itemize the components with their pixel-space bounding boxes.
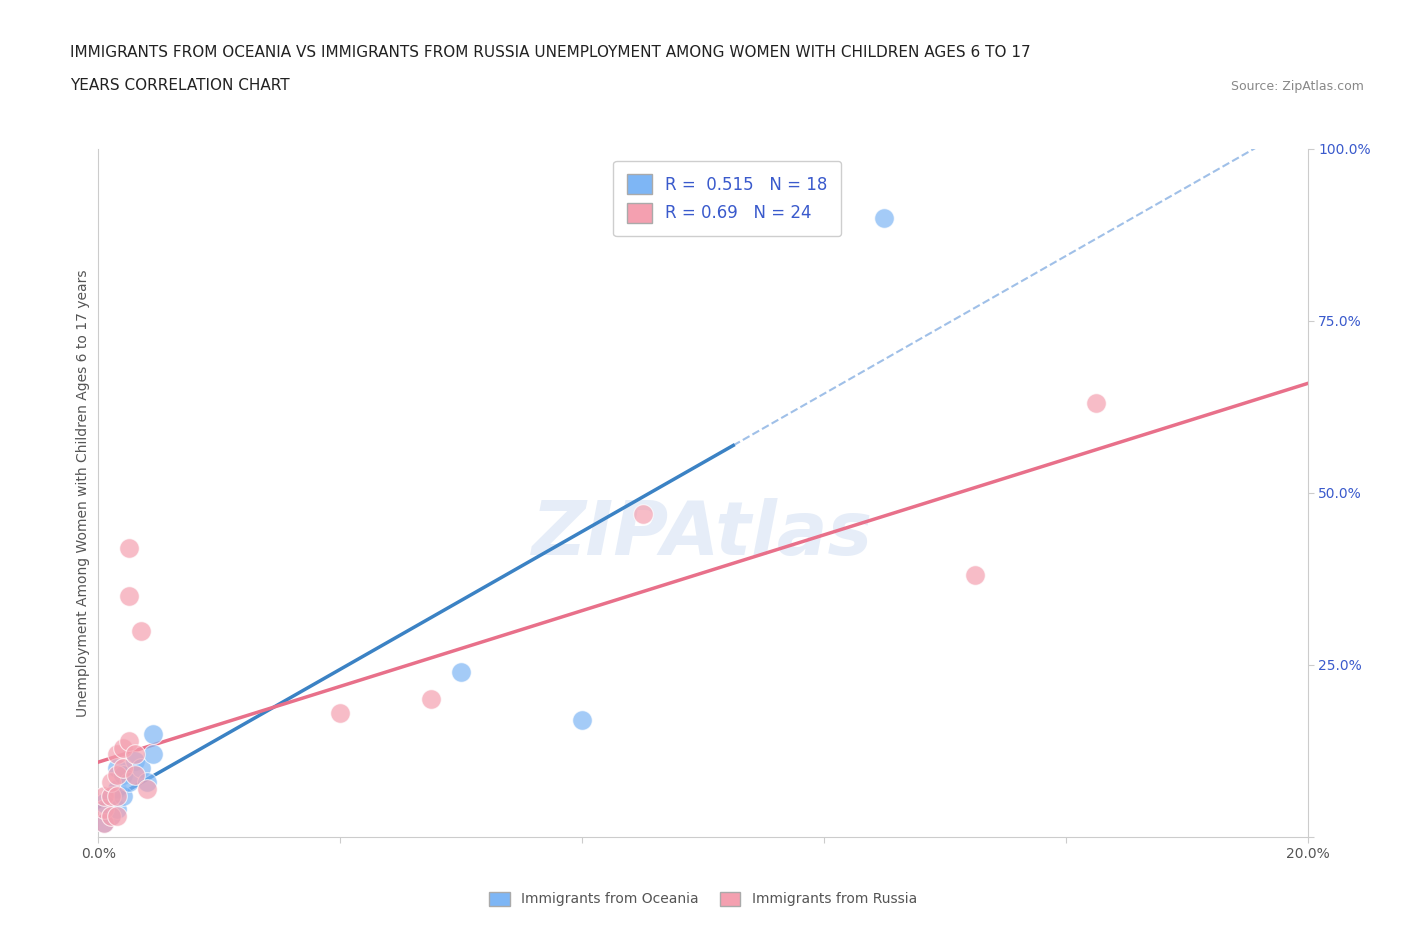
Point: [965, 568, 987, 583]
Point: [100, 789, 122, 804]
Point: [100, 775, 122, 790]
Point: [118, 775, 141, 790]
Text: YEARS CORRELATION CHART: YEARS CORRELATION CHART: [70, 78, 290, 93]
Legend: R =  0.515   N = 18, R = 0.69   N = 24: R = 0.515 N = 18, R = 0.69 N = 24: [613, 161, 841, 236]
Point: [111, 767, 134, 782]
Point: [118, 733, 141, 748]
Text: Source: ZipAtlas.com: Source: ZipAtlas.com: [1230, 80, 1364, 93]
Point: [105, 789, 128, 804]
Point: [124, 754, 146, 769]
Point: [111, 761, 134, 776]
Point: [129, 761, 152, 776]
Point: [100, 809, 122, 824]
Legend: Immigrants from Oceania, Immigrants from Russia: Immigrants from Oceania, Immigrants from…: [484, 886, 922, 912]
Point: [873, 210, 896, 225]
Point: [118, 589, 141, 604]
Point: [142, 747, 165, 762]
Point: [129, 623, 152, 638]
Point: [329, 706, 352, 721]
Point: [105, 802, 128, 817]
Point: [105, 761, 128, 776]
Point: [420, 692, 443, 707]
Point: [105, 767, 128, 782]
Point: [631, 506, 654, 521]
Point: [93, 802, 115, 817]
Point: [111, 789, 134, 804]
Point: [93, 789, 115, 804]
Point: [100, 789, 122, 804]
Point: [124, 747, 146, 762]
Point: [135, 781, 157, 796]
Text: IMMIGRANTS FROM OCEANIA VS IMMIGRANTS FROM RUSSIA UNEMPLOYMENT AMONG WOMEN WITH : IMMIGRANTS FROM OCEANIA VS IMMIGRANTS FR…: [70, 46, 1031, 60]
Point: [105, 809, 128, 824]
Point: [105, 747, 128, 762]
Point: [1085, 396, 1108, 411]
Point: [571, 712, 593, 727]
Point: [93, 795, 115, 810]
Point: [142, 726, 165, 741]
Y-axis label: Unemployment Among Women with Children Ages 6 to 17 years: Unemployment Among Women with Children A…: [76, 269, 90, 717]
Point: [105, 781, 128, 796]
Point: [135, 775, 157, 790]
Point: [111, 740, 134, 755]
Text: ZIPAtlas: ZIPAtlas: [533, 498, 873, 571]
Point: [93, 816, 115, 830]
Point: [93, 816, 115, 830]
Point: [450, 664, 472, 679]
Point: [124, 767, 146, 782]
Point: [118, 540, 141, 555]
Point: [100, 809, 122, 824]
